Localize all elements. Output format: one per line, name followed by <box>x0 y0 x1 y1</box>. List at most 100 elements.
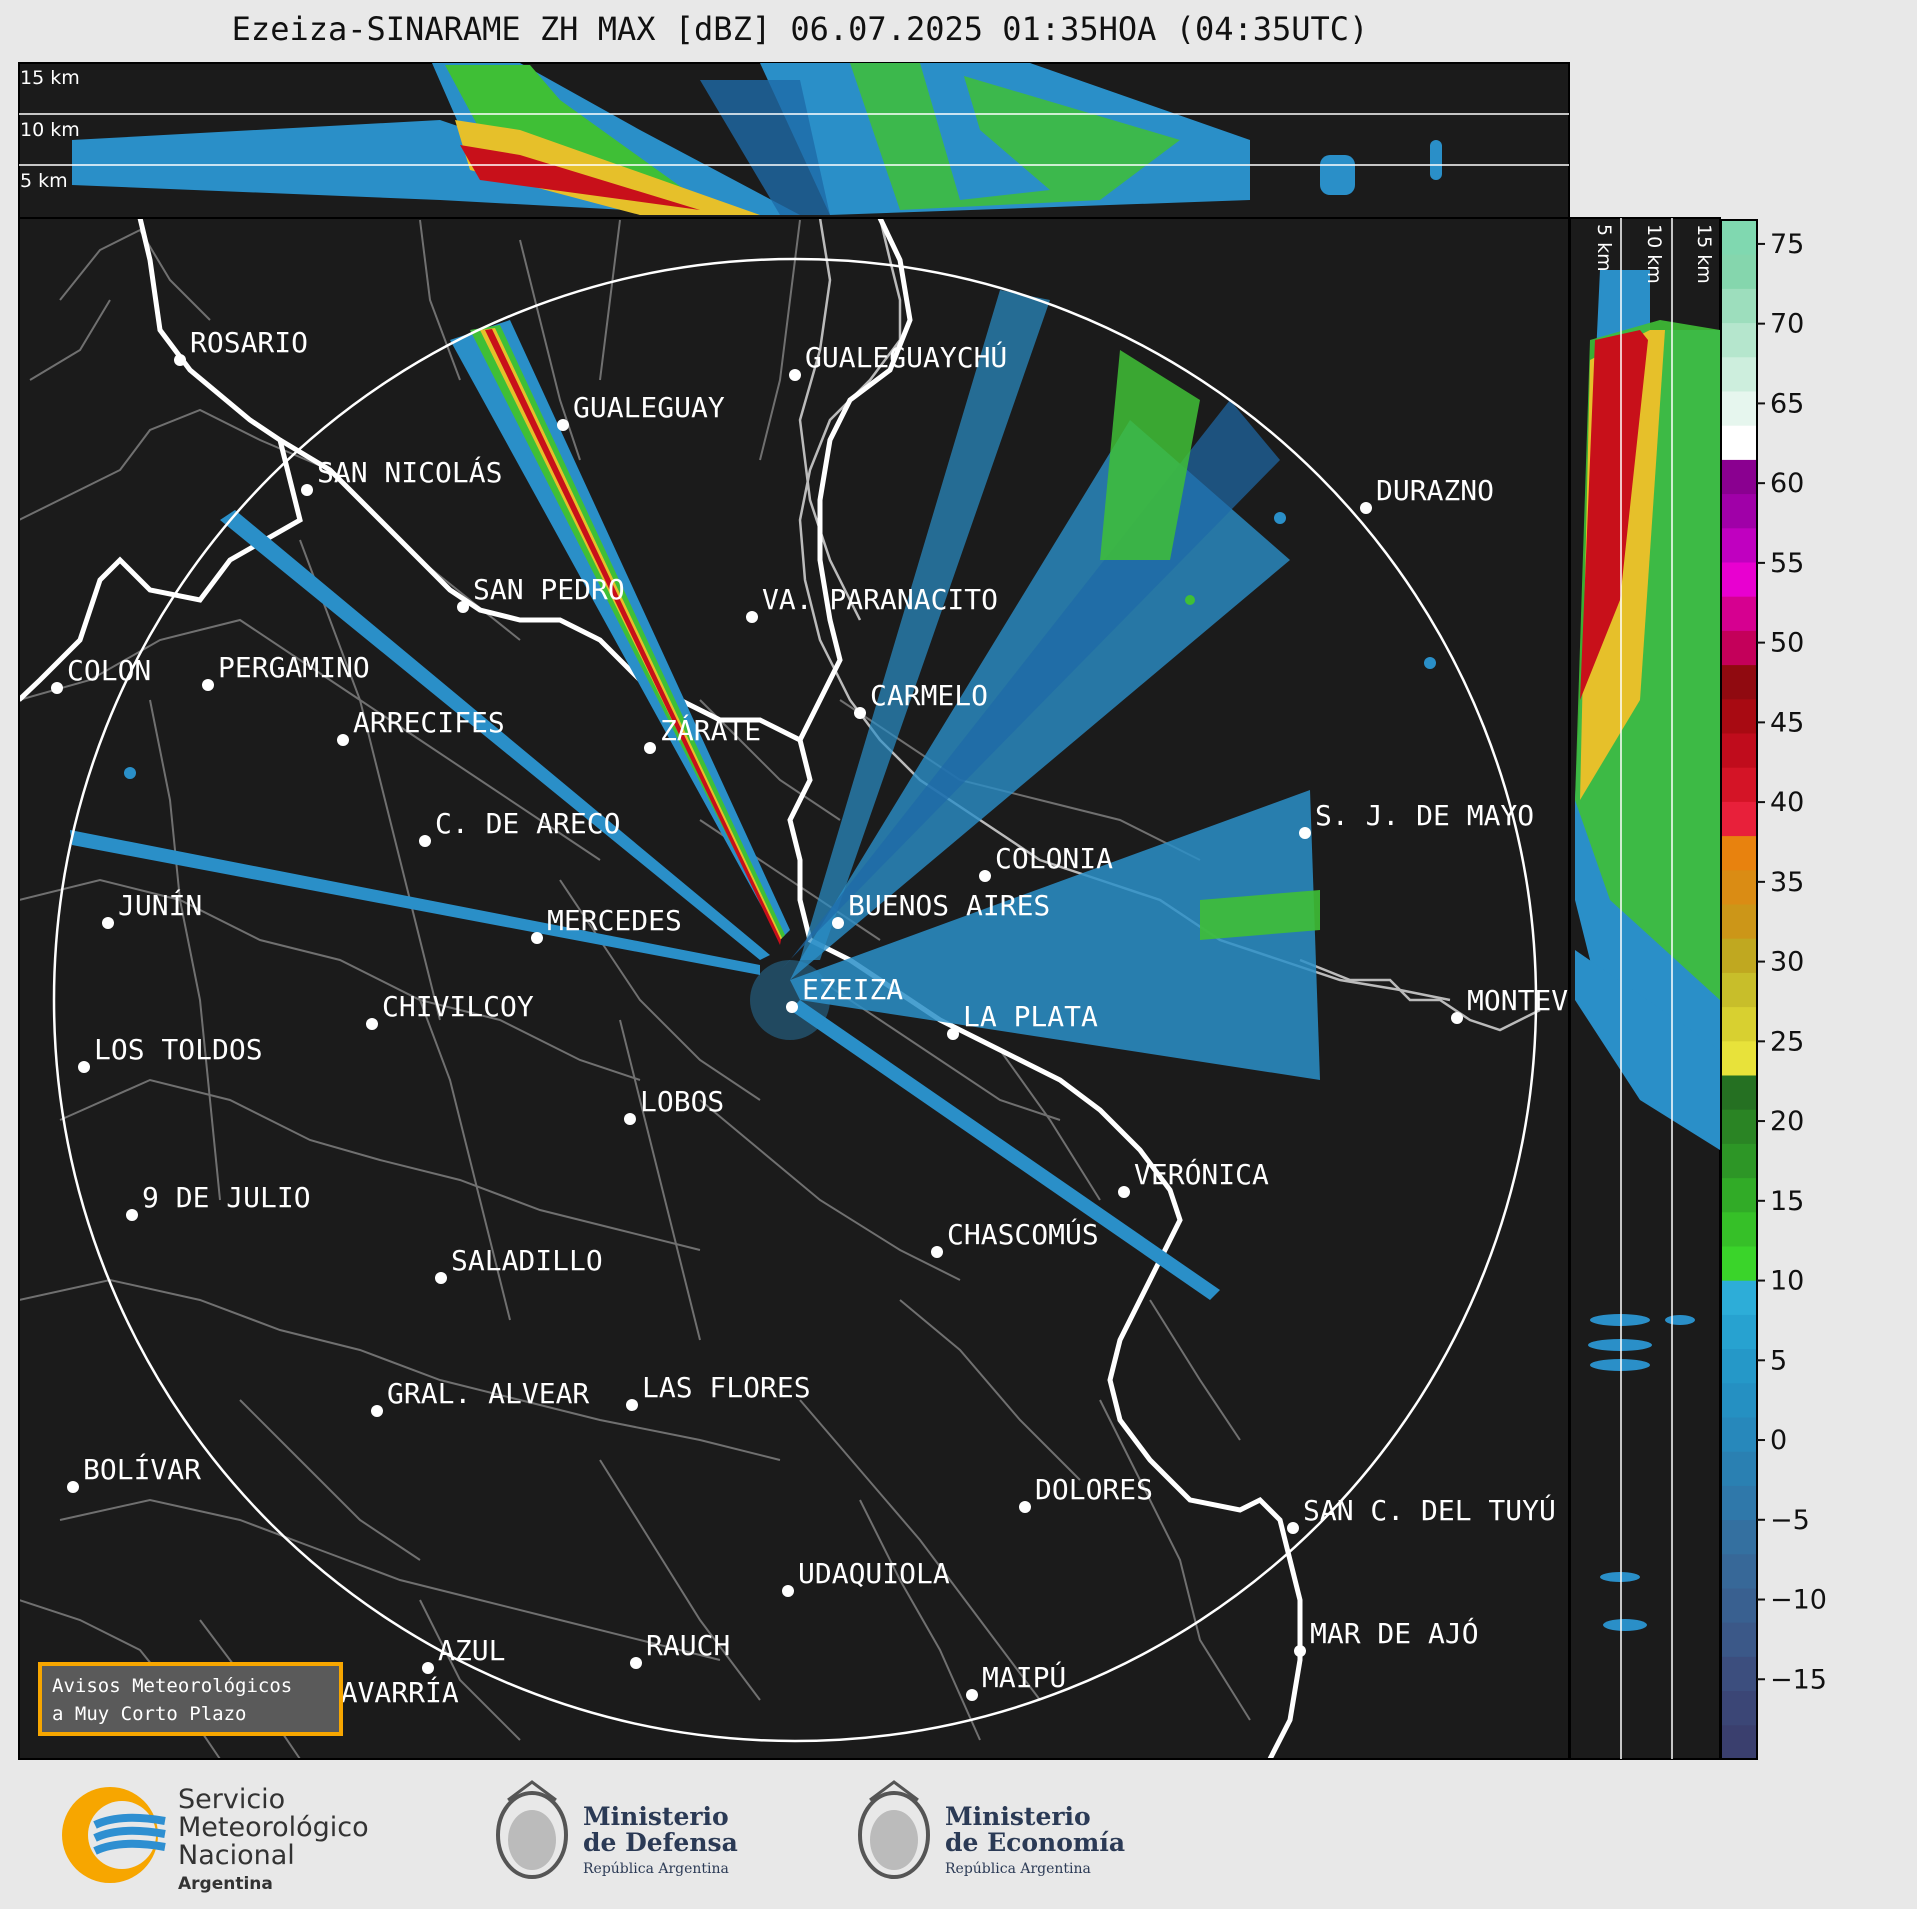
colorbar-tick-label: 40 <box>1770 787 1804 818</box>
smn-line3: Nacional <box>178 1840 295 1871</box>
colorbar-cell <box>1721 904 1757 939</box>
colorbar-cell <box>1721 733 1757 768</box>
city-marker-mercedes <box>531 932 543 944</box>
colorbar-cell <box>1721 527 1757 563</box>
colorbar-tick-label: 15 <box>1770 1186 1804 1217</box>
city-label-los-toldos: LOS TOLDOS <box>94 1033 263 1066</box>
city-label-s-j-de-mayo: S. J. DE MAYO <box>1315 799 1534 832</box>
city-label-las-flores: LAS FLORES <box>642 1371 811 1404</box>
economia-logo-text: Ministerio de Economía República Argenti… <box>945 1804 1125 1882</box>
colorbar-tick-label: 55 <box>1770 548 1804 579</box>
colorbar-cell <box>1721 1382 1757 1418</box>
colorbar-tick-label: −15 <box>1770 1664 1827 1695</box>
city-label-bolivar: BOLÍVAR <box>83 1452 201 1486</box>
city-marker-arrecifes <box>337 734 349 746</box>
city-label-colonia: COLONIA <box>995 842 1113 875</box>
side-cross-section-panel: 5 km 10 km 15 km <box>1569 217 1721 1760</box>
city-label-durazno: DURAZNO <box>1376 474 1494 507</box>
top-label-5km: 5 km <box>20 170 68 192</box>
colorbar-cell <box>1721 1485 1757 1521</box>
city-marker-zarate <box>644 742 656 754</box>
city-marker-gral-alvear <box>371 1405 383 1417</box>
city-label-udaquiola: UDAQUIOLA <box>798 1557 950 1590</box>
colorbar-cell <box>1721 698 1757 734</box>
city-label-ezeiza: EZEIZA <box>802 973 903 1006</box>
city-marker-mar-de-ajo <box>1294 1645 1306 1657</box>
city-label-saladillo: SALADILLO <box>451 1244 603 1277</box>
city-label-san-c-del-tuyu: SAN C. DEL TUYÚ <box>1303 1493 1556 1527</box>
colorbar-cell <box>1721 1724 1757 1760</box>
colorbar-cell <box>1721 596 1757 631</box>
city-label-va-paranacito: VA. PARANACITO <box>762 583 998 616</box>
city-label-gualeguaychu: GUALEGUAYCHÚ <box>805 340 1007 374</box>
city-marker-los-toldos <box>78 1061 90 1073</box>
city-marker-veronica <box>1118 1186 1130 1198</box>
avisos-line1: Avisos Meteorológicos <box>52 1675 293 1697</box>
colorbar-cell <box>1721 869 1757 905</box>
radar-echoes <box>70 290 1436 1300</box>
defensa-line1: Ministerio <box>583 1802 729 1831</box>
colorbar-cell <box>1721 1280 1757 1315</box>
smn-line4: Argentina <box>178 1874 273 1894</box>
city-marker-san-nicolas <box>301 484 313 496</box>
colorbar-cell <box>1721 425 1757 460</box>
footer-logos: Servicio Meteorológico Nacional Argentin… <box>0 1760 1917 1909</box>
smn-logo-icon <box>62 1787 166 1883</box>
colorbar-cell <box>1721 801 1757 837</box>
city-marker-pergamino <box>202 679 214 691</box>
city-marker-lobos <box>624 1113 636 1125</box>
city-marker-c-de-areco <box>419 835 431 847</box>
colorbar-tick-label: 20 <box>1770 1106 1804 1137</box>
city-label-veronica: VERÓNICA <box>1134 1157 1269 1191</box>
city-marker-dolores <box>1019 1501 1031 1513</box>
city-marker-udaquiola <box>782 1585 794 1597</box>
colorbar-cell <box>1721 1211 1757 1247</box>
colorbar-cell <box>1721 254 1757 289</box>
city-label-dolores: DOLORES <box>1035 1473 1153 1506</box>
colorbar-cell <box>1721 1143 1757 1179</box>
smn-line2: Meteorológico <box>178 1812 369 1843</box>
city-label-san-nicolas: SAN NICOLÁS <box>317 455 502 489</box>
colorbar-cell <box>1721 288 1757 324</box>
city-marker-s-j-de-mayo <box>1299 827 1311 839</box>
city-label-c-de-areco: C. DE ARECO <box>435 807 620 840</box>
city-marker-ezeiza <box>786 1001 798 1013</box>
city-label-san-pedro: SAN PEDRO <box>473 573 625 606</box>
defensa-line3: República Argentina <box>583 1861 729 1877</box>
city-marker-chascomus <box>931 1246 943 1258</box>
avisos-line2: a Muy Corto Plazo <box>52 1703 247 1725</box>
colorbar-cell <box>1721 322 1757 358</box>
economia-line2: de Economía <box>945 1828 1126 1857</box>
city-marker-montev <box>1451 1012 1463 1024</box>
city-marker-azul <box>422 1662 434 1674</box>
city-marker-9-de-julio <box>126 1209 138 1221</box>
colorbar-cell <box>1721 1588 1757 1623</box>
colorbar-cell <box>1721 767 1757 802</box>
colorbar-cell <box>1721 630 1757 666</box>
city-marker-rauch <box>630 1657 642 1669</box>
city-label-junin: JUNÍN <box>118 888 202 922</box>
city-label-zarate: ZÁRATE <box>660 713 761 747</box>
city-label-9-de-julio: 9 DE JULIO <box>142 1181 311 1214</box>
city-marker-maipu <box>966 1689 978 1701</box>
city-label-la-plata: LA PLATA <box>963 1000 1098 1033</box>
colorbar-cell <box>1721 493 1757 529</box>
city-label-gualeguay: GUALEGUAY <box>573 391 725 424</box>
colorbar-tick-label: 45 <box>1770 707 1804 738</box>
side-label-10km: 10 km <box>1643 224 1665 284</box>
colorbar-cell <box>1721 1314 1757 1350</box>
colorbar-cell <box>1721 1553 1757 1589</box>
avisos-badge[interactable]: Avisos Meteorológicos a Muy Corto Plazo <box>38 1662 343 1736</box>
colorbar-cell <box>1721 835 1757 871</box>
top-cross-section-panel: 15 km 10 km 5 km <box>18 62 1570 219</box>
city-marker-san-c-del-tuyu <box>1287 1522 1299 1534</box>
colorbar-tick-label: −10 <box>1770 1585 1827 1616</box>
city-labels: ROSARIO GUALEGUAYCHÚ GUALEGUAY SAN NICOLÁS D… <box>51 326 1568 1716</box>
colorbar-cell <box>1721 1006 1757 1042</box>
side-label-15km: 15 km <box>1693 224 1715 284</box>
city-label-lobos: LOBOS <box>640 1085 724 1118</box>
colorbar-cell <box>1721 1519 1757 1555</box>
colorbar-cell <box>1721 1348 1757 1384</box>
radar-map-panel: ROSARIO GUALEGUAYCHÚ GUALEGUAY SAN NICOLÁS D… <box>18 217 1570 1760</box>
radar-figure: 15 km 10 km 5 km <box>18 62 1827 1760</box>
